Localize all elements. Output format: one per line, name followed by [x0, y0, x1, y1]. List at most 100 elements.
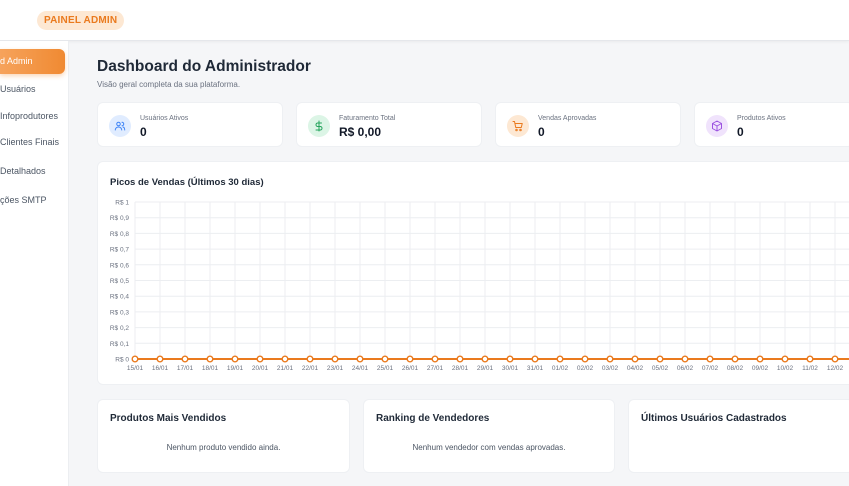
stat-label: Faturamento Total: [339, 115, 396, 122]
x-tick-label: 11/02: [802, 365, 818, 372]
sidebar-item-dashboard[interactable]: d Admin: [0, 49, 65, 74]
data-point: [806, 355, 814, 363]
empty-message: Nenhum produto vendido ainda.: [166, 443, 281, 452]
data-point: [731, 355, 739, 363]
data-point: [556, 355, 564, 363]
stat-value: R$ 0,00: [339, 125, 382, 139]
card-title: Últimos Usuários Cadastrados: [641, 413, 787, 424]
stat-card-approved-sales: Vendas Aprovadas 0: [495, 102, 681, 147]
y-tick-label: R$ 0,5: [110, 278, 130, 285]
data-point: [231, 355, 239, 363]
data-point: [581, 355, 589, 363]
data-point: [356, 355, 364, 363]
y-tick-label: R$ 0,8: [110, 231, 130, 238]
stat-label: Produtos Ativos: [737, 115, 786, 122]
data-point: [456, 355, 464, 363]
x-tick-label: 23/01: [327, 365, 344, 372]
latest-users-card: Últimos Usuários Cadastrados: [628, 399, 849, 473]
x-tick-label: 25/01: [377, 365, 394, 372]
stat-value: 0: [538, 125, 545, 139]
x-tick-label: 24/01: [352, 365, 369, 372]
data-point: [431, 355, 439, 363]
page-subtitle: Visão geral completa da sua plataforma.: [97, 80, 241, 89]
sidebar-item-users[interactable]: Usuários: [0, 77, 69, 101]
data-point: [706, 355, 714, 363]
y-tick-label: R$ 0,7: [110, 247, 130, 254]
data-point: [781, 355, 789, 363]
data-point: [206, 355, 214, 363]
card-title: Ranking de Vendedores: [376, 413, 490, 424]
dollar-icon: [308, 115, 330, 137]
chart-title: Picos de Vendas (Últimos 30 dias): [110, 177, 264, 188]
x-tick-label: 06/02: [677, 365, 694, 372]
x-tick-label: 22/01: [302, 365, 319, 372]
x-tick-label: 20/01: [252, 365, 269, 372]
data-point: [331, 355, 339, 363]
y-tick-label: R$ 0: [115, 357, 129, 364]
x-tick-label: 04/02: [627, 365, 644, 372]
data-point: [181, 355, 189, 363]
y-tick-label: R$ 1: [115, 200, 129, 207]
sidebar-item-smtp-settings[interactable]: ções SMTP: [0, 188, 69, 212]
x-tick-label: 28/01: [452, 365, 469, 372]
x-tick-label: 09/02: [752, 365, 769, 372]
sales-line-chart: R$ 0 R$ 0,1 R$ 0,2 R$ 0,3 R$ 0,4 R$ 0,5 R$ 0,6…: [110, 200, 849, 372]
x-tick-label: 31/01: [527, 365, 544, 372]
y-tick-label: R$ 0,1: [110, 341, 130, 348]
x-tick-label: 21/01: [277, 365, 294, 372]
y-tick-label: R$ 0,4: [110, 294, 130, 301]
sidebar-item-label: d Admin: [0, 56, 33, 66]
cart-icon: [507, 115, 529, 137]
sidebar-item-label: ções SMTP: [0, 195, 47, 205]
data-point: [631, 355, 639, 363]
x-tick-label: 18/01: [202, 365, 219, 372]
data-point: [481, 355, 489, 363]
data-point: [506, 355, 514, 363]
x-tick-label: 12/02: [827, 365, 844, 372]
sidebar-item-label: Detalhados: [0, 166, 46, 176]
sidebar-item-detailed[interactable]: Detalhados: [0, 159, 69, 183]
sellers-ranking-card: Ranking de Vendedores Nenhum vendedor co…: [363, 399, 615, 473]
x-tick-label: 08/02: [727, 365, 744, 372]
stat-card-active-products: Produtos Ativos 0: [694, 102, 849, 147]
x-tick-label: 01/02: [552, 365, 569, 372]
x-tick-label: 03/02: [602, 365, 619, 372]
stat-label: Usuários Ativos: [140, 115, 189, 122]
data-point: [131, 355, 139, 363]
brand-badge[interactable]: PAINEL ADMIN: [37, 11, 125, 30]
x-tick-label: 16/01: [152, 365, 169, 372]
sidebar-item-label: Clientes Finais: [0, 137, 60, 147]
sidebar-item-label: Usuários: [0, 84, 36, 94]
page-title: Dashboard do Administrador: [97, 58, 311, 75]
top-bar: PAINEL ADMIN: [0, 0, 849, 41]
sidebar-item-label: Infoprodutores: [0, 111, 59, 121]
sales-chart-card: Picos de Vendas (Últimos 30 dias) R$ 0 R$…: [97, 161, 849, 385]
data-point: [656, 355, 664, 363]
data-point: [306, 355, 314, 363]
y-tick-label: R$ 0,3: [110, 309, 130, 316]
stat-card-active-users: Usuários Ativos 0: [97, 102, 283, 147]
x-tick-label: 27/01: [427, 365, 444, 372]
data-point: [681, 355, 689, 363]
y-tick-label: R$ 0,6: [110, 262, 130, 269]
data-point: [831, 355, 839, 363]
x-tick-label: 02/02: [577, 365, 594, 372]
x-tick-label: 29/01: [477, 365, 494, 372]
data-point: [281, 355, 289, 363]
x-tick-label: 30/01: [502, 365, 519, 372]
stat-card-total-revenue: Faturamento Total R$ 0,00: [296, 102, 482, 147]
top-products-card: Produtos Mais Vendidos Nenhum produto ve…: [97, 399, 350, 473]
x-tick-label: 07/02: [702, 365, 719, 372]
x-tick-label: 05/02: [652, 365, 669, 372]
users-icon: [109, 115, 131, 137]
sidebar-item-final-clients[interactable]: Clientes Finais: [0, 130, 69, 154]
stat-value: 0: [737, 125, 744, 139]
sidebar-item-infoproducers[interactable]: Infoprodutores: [0, 104, 69, 128]
card-title: Produtos Mais Vendidos: [110, 413, 227, 424]
data-point: [406, 355, 414, 363]
empty-message: Nenhum vendedor com vendas aprovadas.: [412, 443, 566, 452]
y-tick-label: R$ 0,2: [110, 325, 130, 332]
data-point: [756, 355, 764, 363]
box-icon: [706, 115, 728, 137]
sidebar: d Admin Usuários Infoprodutores Clientes…: [0, 41, 69, 486]
